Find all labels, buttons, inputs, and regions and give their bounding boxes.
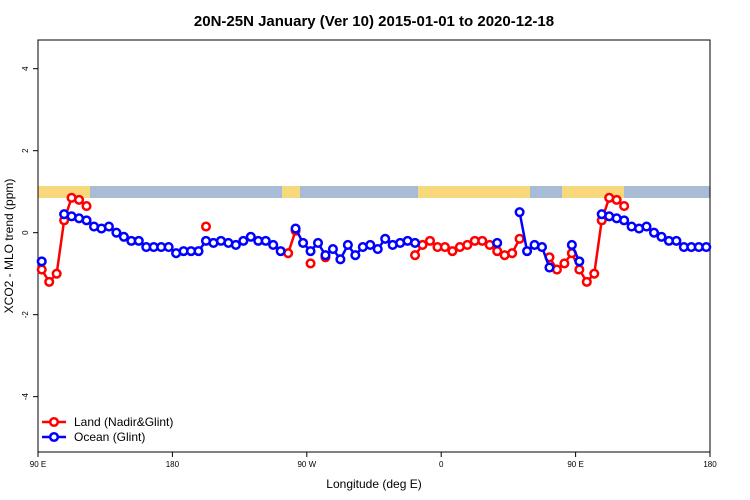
point — [81, 200, 92, 212]
point — [574, 256, 585, 267]
point — [193, 246, 204, 257]
chart-title: 20N-25N January (Ver 10) 2015-01-01 to 2… — [194, 13, 554, 30]
y-tick-label: 4 — [21, 66, 30, 71]
x-tick-label: 90 W — [297, 460, 316, 469]
point — [305, 258, 316, 269]
point — [81, 215, 92, 226]
point — [36, 264, 47, 275]
point — [350, 250, 361, 261]
x-tick-label: 0 — [439, 460, 444, 469]
y-tick-label: -2 — [21, 311, 30, 319]
point — [574, 264, 585, 275]
legend-label: Ocean (Glint) — [74, 430, 145, 444]
point — [312, 237, 324, 248]
point — [290, 223, 301, 234]
point — [619, 200, 630, 212]
point — [544, 262, 555, 273]
point — [298, 237, 309, 248]
point — [462, 239, 473, 251]
point — [559, 258, 570, 269]
point — [589, 268, 600, 279]
legend-marker — [48, 431, 60, 443]
y-tick-label: 0 — [21, 230, 30, 235]
legend-label: Land (Nadir&Glint) — [74, 415, 173, 429]
y-tick-label: -4 — [21, 393, 30, 401]
y-tick-label: 2 — [21, 148, 30, 153]
point — [320, 250, 331, 261]
point — [380, 233, 391, 244]
legend-marker — [48, 416, 60, 428]
point — [260, 235, 271, 246]
series — [36, 207, 712, 273]
point — [230, 239, 241, 251]
point — [507, 248, 518, 259]
point — [111, 227, 122, 238]
point — [342, 239, 353, 251]
point — [410, 237, 421, 248]
point — [656, 231, 667, 242]
point — [118, 231, 129, 242]
series — [36, 192, 630, 287]
point — [566, 239, 577, 251]
point — [641, 221, 652, 232]
x-axis-label: Longitude (deg E) — [326, 477, 421, 491]
point — [327, 244, 338, 255]
point — [701, 241, 712, 253]
point — [492, 237, 503, 248]
point — [439, 241, 450, 253]
point — [268, 239, 279, 251]
point — [514, 207, 525, 218]
point — [51, 268, 62, 279]
point — [648, 227, 660, 238]
point — [424, 235, 436, 246]
point — [514, 233, 525, 244]
point — [410, 250, 421, 261]
point — [74, 194, 85, 205]
x-tick-label: 180 — [703, 460, 717, 469]
point — [335, 254, 346, 265]
point — [305, 246, 316, 257]
point — [200, 221, 212, 232]
point — [372, 244, 383, 255]
y-axis-label: XCO2 - MLO trend (ppm) — [2, 179, 16, 314]
point — [133, 235, 144, 246]
point — [581, 276, 592, 287]
x-tick-label: 180 — [166, 460, 180, 469]
point — [365, 239, 376, 251]
point — [671, 235, 682, 246]
map-strip — [38, 186, 710, 198]
point — [536, 241, 548, 253]
point — [163, 241, 174, 253]
point — [44, 276, 55, 287]
point — [611, 194, 622, 205]
point — [275, 246, 286, 257]
point — [238, 235, 249, 246]
point — [477, 235, 488, 246]
point — [619, 215, 630, 226]
point — [103, 221, 114, 232]
point — [447, 246, 458, 257]
x-tick-label: 90 E — [567, 460, 583, 469]
point — [522, 246, 533, 257]
point — [36, 256, 47, 267]
x-tick-label: 90 E — [30, 460, 46, 469]
point — [245, 231, 256, 242]
